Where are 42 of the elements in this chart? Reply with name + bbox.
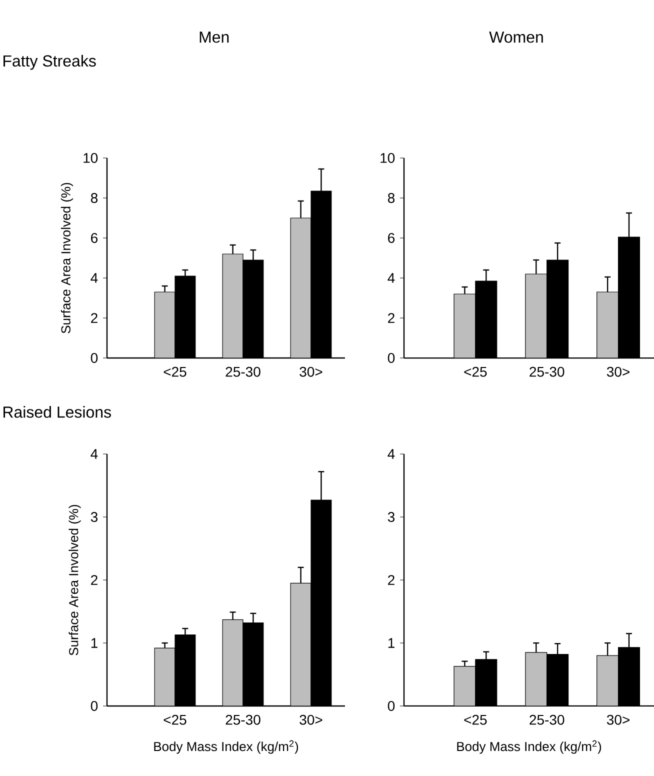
- x-tick-label: 25-30: [530, 714, 564, 725]
- y-tick-label: 2: [91, 575, 98, 585]
- x-axis-title: Body Mass Index (kg/m$^{2}$): [154, 740, 298, 754]
- y-tick-label: 3: [90, 512, 98, 522]
- y-tick-label: 4: [90, 273, 98, 283]
- x-tick-label: <25: [164, 714, 186, 725]
- y-tick-label: 6: [388, 233, 395, 243]
- y-tick-label: 4: [388, 273, 395, 283]
- y-tick-label: 4: [90, 449, 98, 459]
- x-tick-label: 25-30: [530, 366, 564, 377]
- y-tick-label: 8: [388, 193, 395, 203]
- y-tick-label: 0: [388, 701, 395, 711]
- x-axis-title: Body Mass Index (kg/m$^{2}$): [457, 740, 602, 754]
- text: Men: [200, 32, 229, 43]
- y-tick-label: 0: [90, 353, 98, 363]
- y-tick-label: 1: [91, 638, 98, 648]
- x-tick-label: <25: [464, 714, 487, 725]
- y-axis-title: Surface Area Involved (%): [68, 504, 81, 656]
- y-tick-label: 2: [388, 575, 394, 585]
- chart-title: Raised Lesions: [4, 406, 111, 418]
- y-tick-label: 3: [388, 512, 395, 522]
- y-tick-label: 10: [380, 153, 395, 163]
- y-tick-label: 2: [388, 313, 394, 323]
- y-tick-label: 10: [84, 153, 98, 163]
- y-tick-label: 2: [91, 313, 98, 323]
- chart-title: Fatty Streaks: [4, 54, 96, 70]
- y-tick-label: 4: [388, 449, 395, 459]
- x-tick-label: 30>: [606, 366, 630, 377]
- x-tick-label: 30>: [300, 366, 322, 377]
- y-tick-label: 1: [388, 638, 394, 648]
- x-tick-label: <25: [464, 366, 487, 377]
- y-tick-label: 0: [388, 353, 395, 363]
- y-tick-label: 8: [90, 193, 98, 203]
- y-axis-title: Surface Area Involved (%): [60, 182, 74, 334]
- text: Women: [489, 32, 543, 43]
- x-tick-label: <25: [164, 366, 186, 377]
- x-tick-label: 30>: [606, 714, 630, 725]
- x-tick-label: 25-30: [226, 366, 260, 377]
- y-tick-label: 6: [91, 233, 98, 243]
- x-tick-label: 25-30: [226, 714, 260, 725]
- y-tick-label: 0: [90, 701, 98, 711]
- x-tick-label: 30>: [300, 714, 322, 725]
